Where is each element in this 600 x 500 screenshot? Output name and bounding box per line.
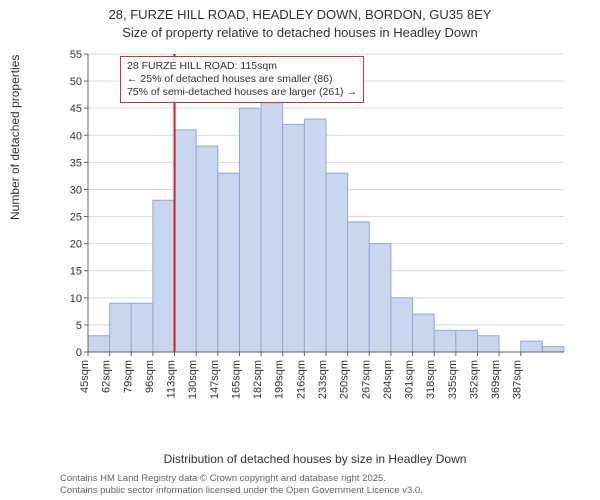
svg-text:79sqm: 79sqm [122, 360, 134, 393]
callout-line-2: ← 25% of detached houses are smaller (86… [127, 73, 357, 86]
title-line-2: Size of property relative to detached ho… [0, 24, 600, 42]
histogram-bar [477, 336, 499, 352]
histogram-bar [369, 244, 391, 352]
chart-title-block: 28, FURZE HILL ROAD, HEADLEY DOWN, BORDO… [0, 0, 600, 41]
attribution-footer: Contains HM Land Registry data © Crown c… [60, 473, 423, 496]
histogram-bar [261, 103, 283, 352]
svg-text:352sqm: 352sqm [468, 360, 480, 399]
histogram-bar [175, 130, 197, 352]
title-line-1: 28, FURZE HILL ROAD, HEADLEY DOWN, BORDO… [0, 6, 600, 24]
svg-text:130sqm: 130sqm [187, 360, 199, 399]
svg-text:216sqm: 216sqm [295, 360, 307, 399]
svg-text:147sqm: 147sqm [209, 360, 221, 399]
svg-text:182sqm: 182sqm [252, 360, 264, 399]
histogram-bar [304, 119, 326, 352]
histogram-bar [413, 314, 435, 352]
svg-text:0: 0 [76, 347, 82, 359]
svg-text:113sqm: 113sqm [166, 360, 178, 398]
histogram-bar [542, 347, 564, 352]
svg-text:369sqm: 369sqm [490, 360, 502, 399]
svg-text:5: 5 [76, 320, 82, 332]
svg-text:25: 25 [70, 212, 82, 224]
svg-text:10: 10 [70, 293, 82, 305]
svg-text:15: 15 [70, 266, 82, 278]
svg-text:30: 30 [70, 184, 82, 196]
callout-line-3: 75% of semi-detached houses are larger (… [127, 86, 357, 99]
histogram-bar [218, 173, 240, 352]
svg-text:40: 40 [70, 130, 82, 142]
svg-text:301sqm: 301sqm [404, 360, 416, 399]
histogram-bar [326, 173, 348, 352]
svg-text:387sqm: 387sqm [512, 360, 524, 399]
footer-line-2: Contains public sector information licen… [60, 485, 423, 496]
callout-line-1: 28 FURZE HILL ROAD: 115sqm [127, 60, 357, 73]
histogram-bar [88, 336, 110, 352]
histogram-bar [153, 200, 175, 352]
svg-text:199sqm: 199sqm [274, 360, 286, 399]
histogram-bar [521, 341, 543, 352]
histogram-bar [131, 303, 153, 352]
histogram-bar [283, 124, 305, 352]
svg-text:55: 55 [70, 49, 82, 61]
histogram-bar [434, 330, 456, 352]
histogram-bar [196, 146, 218, 352]
histogram-bar [110, 303, 132, 352]
histogram-bar [456, 330, 478, 352]
histogram-bar [239, 108, 261, 352]
svg-text:62sqm: 62sqm [101, 360, 113, 393]
svg-text:284sqm: 284sqm [382, 360, 394, 399]
svg-text:250sqm: 250sqm [339, 360, 351, 399]
svg-text:233sqm: 233sqm [317, 360, 329, 399]
svg-text:35: 35 [70, 157, 82, 169]
svg-text:45sqm: 45sqm [79, 360, 91, 393]
x-axis-label: Distribution of detached houses by size … [60, 452, 570, 466]
svg-text:165sqm: 165sqm [230, 360, 242, 399]
histogram-bar [348, 222, 370, 352]
svg-text:96sqm: 96sqm [144, 360, 156, 393]
marker-callout: 28 FURZE HILL ROAD: 115sqm ← 25% of deta… [120, 56, 364, 103]
histogram-bar [391, 298, 413, 352]
y-axis-label: Number of detached properties [8, 55, 22, 220]
footer-line-1: Contains HM Land Registry data © Crown c… [60, 473, 423, 484]
svg-text:45: 45 [70, 103, 82, 115]
svg-text:20: 20 [70, 239, 82, 251]
svg-text:267sqm: 267sqm [360, 360, 372, 399]
svg-text:318sqm: 318sqm [425, 360, 437, 399]
svg-text:50: 50 [70, 76, 82, 88]
svg-text:335sqm: 335sqm [447, 360, 459, 399]
